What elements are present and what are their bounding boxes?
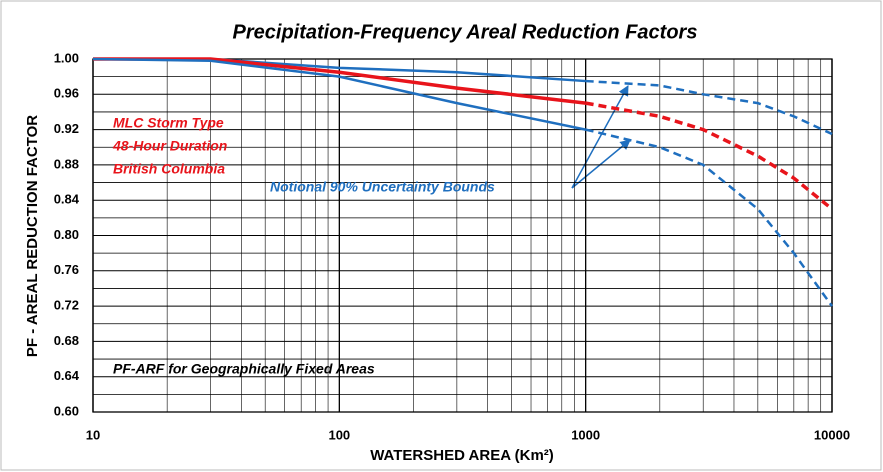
x-tick-label: 10000 <box>814 427 850 442</box>
y-tick-label: 0.92 <box>54 121 79 136</box>
y-tick-label: 0.96 <box>54 86 79 101</box>
y-tick-label: 0.88 <box>54 156 79 171</box>
annotation: British Columbia <box>113 161 225 177</box>
y-tick-label: 0.76 <box>54 262 79 277</box>
y-axis-label: PF - AREAL REDUCTION FACTOR <box>24 115 41 357</box>
y-tick-label: 0.80 <box>54 227 79 242</box>
annotation: MLC Storm Type <box>113 115 224 131</box>
x-tick-label: 10 <box>86 427 100 442</box>
y-tick-label: 0.60 <box>54 403 79 418</box>
arrow <box>571 85 629 189</box>
y-tick-label: 1.00 <box>54 50 79 65</box>
annotation: 48-Hour Duration <box>112 138 227 154</box>
y-tick-label: 0.68 <box>54 333 79 348</box>
chart-title: Precipitation-Frequency Areal Reduction … <box>233 21 698 43</box>
x-tick-label: 1000 <box>571 427 600 442</box>
plot-border <box>92 58 833 413</box>
line <box>92 57 586 131</box>
x-tick-label: 100 <box>328 427 350 442</box>
y-tick-label: 0.84 <box>54 192 80 207</box>
y-tick-label: 0.72 <box>54 298 79 313</box>
line <box>585 128 834 307</box>
annotation: PF-ARF for Geographically Fixed Areas <box>113 361 375 377</box>
line <box>585 79 833 136</box>
arrow <box>571 139 631 189</box>
x-axis-label: WATERSHED AREA (Km²) <box>370 447 554 464</box>
y-tick-label: 0.64 <box>54 368 80 383</box>
annotation: Notional 90% Uncertainty Bounds <box>270 179 495 195</box>
grid <box>92 58 833 413</box>
